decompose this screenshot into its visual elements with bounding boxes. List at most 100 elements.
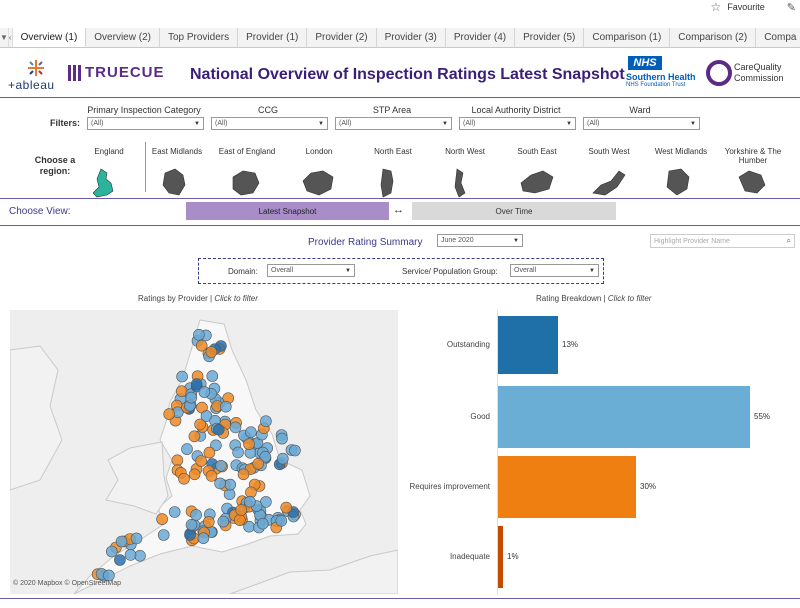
provider-dot[interactable] <box>185 519 198 531</box>
provider-dot[interactable] <box>214 477 226 490</box>
provider-dot[interactable] <box>260 415 272 427</box>
tab-provider-3[interactable]: Provider (3) <box>377 28 446 47</box>
highlight-provider-input[interactable]: Highlight Provider Name ⌕ <box>650 234 795 248</box>
favourite-button[interactable]: ☆ Favourite <box>710 0 764 14</box>
provider-dot[interactable] <box>245 426 257 438</box>
domain-dropdown[interactable]: Overall ▼ <box>267 264 355 277</box>
provider-dot[interactable] <box>210 439 222 452</box>
bar-inadequate[interactable] <box>498 526 503 588</box>
provider-dot[interactable] <box>115 535 128 548</box>
provider-dot[interactable] <box>243 438 255 450</box>
region-east-of-england[interactable]: East of England <box>212 147 282 199</box>
filter-dropdown[interactable]: (All) ▼ <box>583 117 700 130</box>
provider-dot[interactable] <box>276 452 289 465</box>
chevron-down-icon[interactable]: ▼ <box>0 28 9 47</box>
provider-dot[interactable] <box>188 430 201 443</box>
provider-dot[interactable] <box>212 423 225 436</box>
provider-dot[interactable] <box>198 386 211 398</box>
chevron-left-icon[interactable]: ‹ <box>9 28 13 47</box>
provider-dot[interactable] <box>252 458 264 470</box>
provider-dot[interactable] <box>124 549 137 561</box>
tab-top-providers[interactable]: Top Providers <box>160 28 239 47</box>
provider-dot[interactable] <box>171 454 184 467</box>
bar-good[interactable] <box>498 386 750 448</box>
provider-dot[interactable] <box>178 473 190 485</box>
provider-dot[interactable] <box>206 370 219 382</box>
tab-comparison-1[interactable]: Comparison (1) <box>584 28 671 47</box>
provider-dot[interactable] <box>184 529 196 541</box>
provider-dot[interactable] <box>205 470 218 482</box>
provider-dot[interactable] <box>193 328 205 341</box>
provider-dot[interactable] <box>203 446 216 459</box>
provider-dot[interactable] <box>280 501 293 514</box>
provider-dot[interactable] <box>229 421 242 434</box>
bar-requires-improvement[interactable] <box>498 456 636 518</box>
service-dropdown[interactable]: Overall ▼ <box>510 264 599 277</box>
provider-dot[interactable] <box>215 460 227 472</box>
region-london[interactable]: London <box>284 147 354 199</box>
provider-dot[interactable] <box>232 446 244 459</box>
region-south-east[interactable]: South East <box>502 147 572 199</box>
filter-dropdown[interactable]: (All) ▼ <box>335 117 452 130</box>
filter-dropdown[interactable]: (All) ▼ <box>211 117 328 130</box>
over-time-button[interactable]: Over Time <box>412 202 616 220</box>
provider-dot[interactable] <box>224 478 236 491</box>
provider-dot[interactable] <box>257 517 269 530</box>
provider-dot[interactable] <box>289 444 301 457</box>
provider-dot[interactable] <box>259 451 272 463</box>
provider-dot[interactable] <box>157 529 170 541</box>
provider-dot[interactable] <box>197 532 210 544</box>
provider-dot[interactable] <box>217 515 230 528</box>
tab-provider-1[interactable]: Provider (1) <box>238 28 308 47</box>
region-south-west[interactable]: South West <box>574 147 644 199</box>
provider-dot[interactable] <box>276 432 288 445</box>
pencil-icon[interactable]: ✎ <box>786 1 796 14</box>
bar-outstanding[interactable] <box>498 316 558 374</box>
provider-dot[interactable] <box>106 545 118 558</box>
provider-dot[interactable] <box>195 339 208 352</box>
provider-dot[interactable] <box>190 378 203 390</box>
region-east-midlands[interactable]: East Midlands <box>142 147 212 199</box>
provider-dot[interactable] <box>163 408 175 420</box>
provider-dot[interactable] <box>220 400 232 413</box>
provider-dot[interactable] <box>181 443 193 455</box>
filter-dropdown[interactable]: (All) ▼ <box>87 117 204 130</box>
region-shape-path <box>738 170 766 194</box>
region-england[interactable]: England <box>74 147 144 199</box>
region-north-east[interactable]: North East <box>358 147 428 199</box>
provider-dot[interactable] <box>205 346 218 358</box>
provider-dot[interactable] <box>103 569 115 582</box>
provider-dot[interactable] <box>185 391 198 404</box>
filter-dropdown[interactable]: (All) ▼ <box>459 117 576 130</box>
provider-dot[interactable] <box>114 554 126 566</box>
region-north-west[interactable]: North West <box>430 147 500 199</box>
provider-dot[interactable] <box>176 370 188 383</box>
provider-dot[interactable] <box>237 468 250 481</box>
provider-dots[interactable] <box>91 328 301 582</box>
provider-dot[interactable] <box>235 504 247 516</box>
region-west-midlands[interactable]: West Midlands <box>646 147 716 199</box>
map-canvas[interactable] <box>10 310 398 594</box>
provider-dot[interactable] <box>244 495 256 508</box>
tab-overview-2[interactable]: Overview (2) <box>86 28 160 47</box>
provider-dot[interactable] <box>234 514 246 526</box>
latest-snapshot-button[interactable]: Latest Snapshot <box>186 202 389 220</box>
tab-comparison-2[interactable]: Comparison (2) <box>670 28 757 47</box>
provider-dot[interactable] <box>203 516 215 528</box>
tab-compa[interactable]: Compa <box>756 28 800 47</box>
ratings-map[interactable] <box>10 310 398 594</box>
provider-dot[interactable] <box>275 515 288 527</box>
provider-dot[interactable] <box>190 509 202 521</box>
region-yorkshire-the-humber[interactable]: Yorkshire & The Humber <box>718 147 788 199</box>
provider-dot[interactable] <box>168 506 181 518</box>
provider-dot[interactable] <box>195 455 207 467</box>
date-dropdown[interactable]: June 2020 ▼ <box>437 234 523 247</box>
provider-dot[interactable] <box>194 418 206 431</box>
tab-provider-4[interactable]: Provider (4) <box>446 28 516 47</box>
tab-provider-5[interactable]: Provider (5) <box>515 28 585 47</box>
tab-provider-2[interactable]: Provider (2) <box>307 28 377 47</box>
provider-dot[interactable] <box>130 532 143 545</box>
provider-dot[interactable] <box>188 468 201 481</box>
tab-overview-1[interactable]: Overview (1) <box>12 28 87 47</box>
provider-dot[interactable] <box>156 513 168 525</box>
